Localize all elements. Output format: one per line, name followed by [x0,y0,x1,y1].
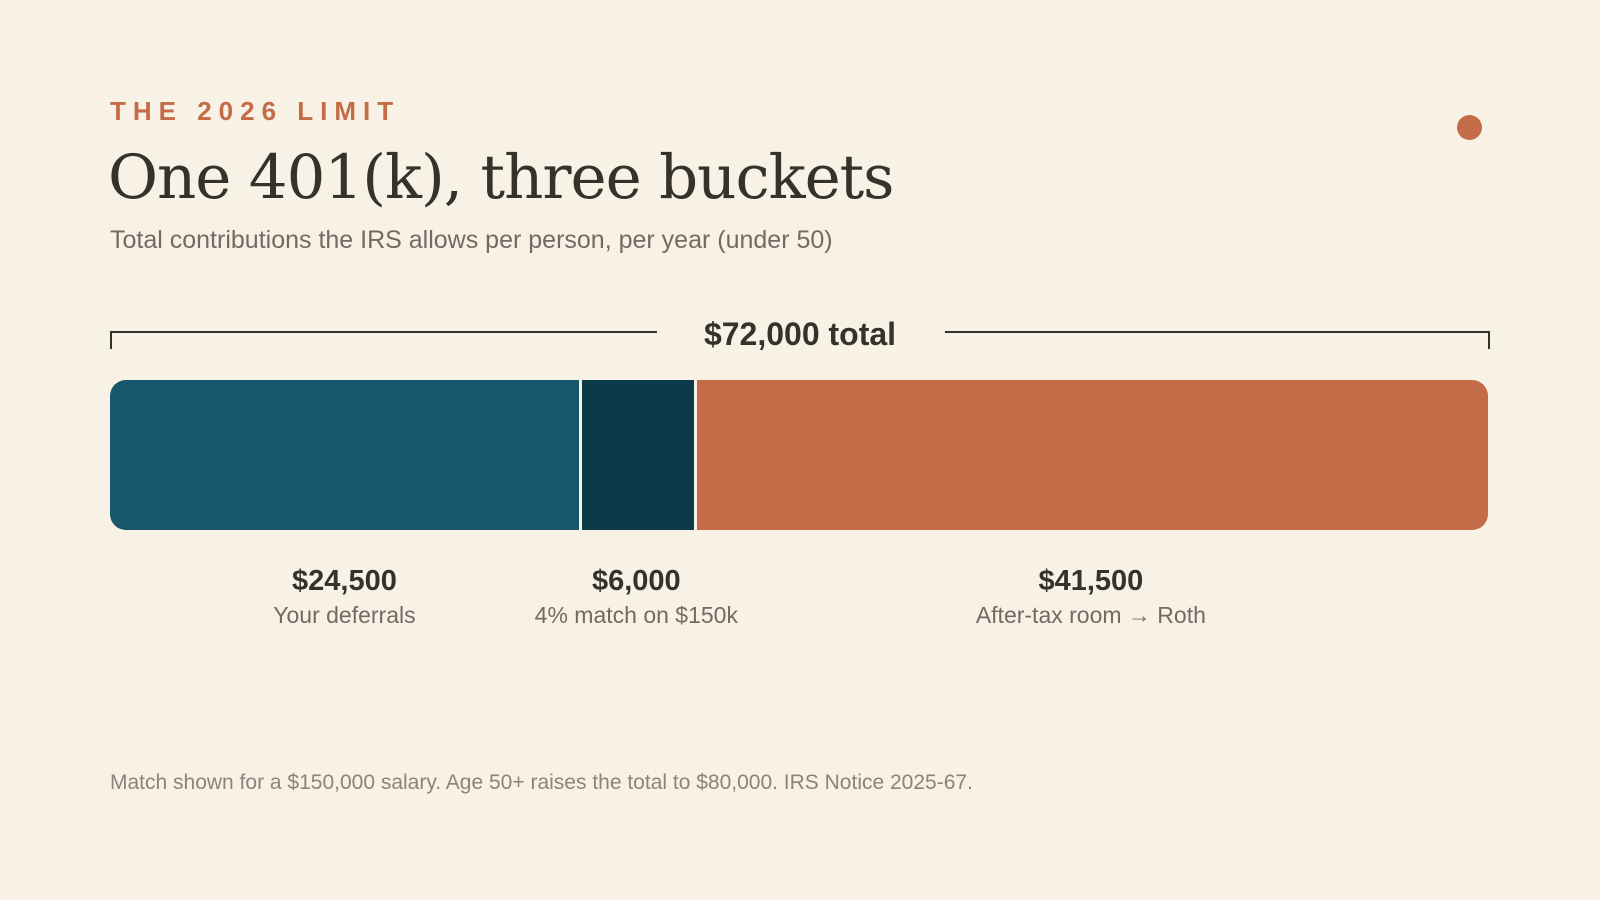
footnote: Match shown for a $150,000 salary. Age 5… [110,771,973,794]
segment-label-1: $24,500 Your deferrals [273,562,415,630]
segment-label-3: $41,500 After-tax room → Roth [976,562,1206,630]
total-bracket-left [110,331,657,349]
accent-dot-icon [1457,115,1482,140]
bar-segment-2 [578,380,694,530]
page-title: One 401(k), three buckets [108,142,894,213]
segment-description-label: After-tax room → Roth [975,602,1206,628]
segment-description-label: Your deferrals [273,602,416,628]
segment-value-label: $41,500 [1038,565,1144,597]
bar-segment-1 [110,380,579,530]
segment-value-label: $24,500 [292,565,397,597]
segment-description-label: 4% match on $150k [534,602,738,628]
page-subtitle: Total contributions the IRS allows per p… [110,226,833,254]
total-label: $72,000 total [703,316,897,352]
segment-label-2: $6,000 4% match on $150k [535,562,738,630]
stacked-bar [110,380,1488,530]
bar-segment-3 [693,380,1488,530]
eyebrow-label: THE 2026 LIMIT [110,96,401,126]
total-bracket-right [945,331,1490,349]
segment-value-label: $6,000 [591,565,681,597]
